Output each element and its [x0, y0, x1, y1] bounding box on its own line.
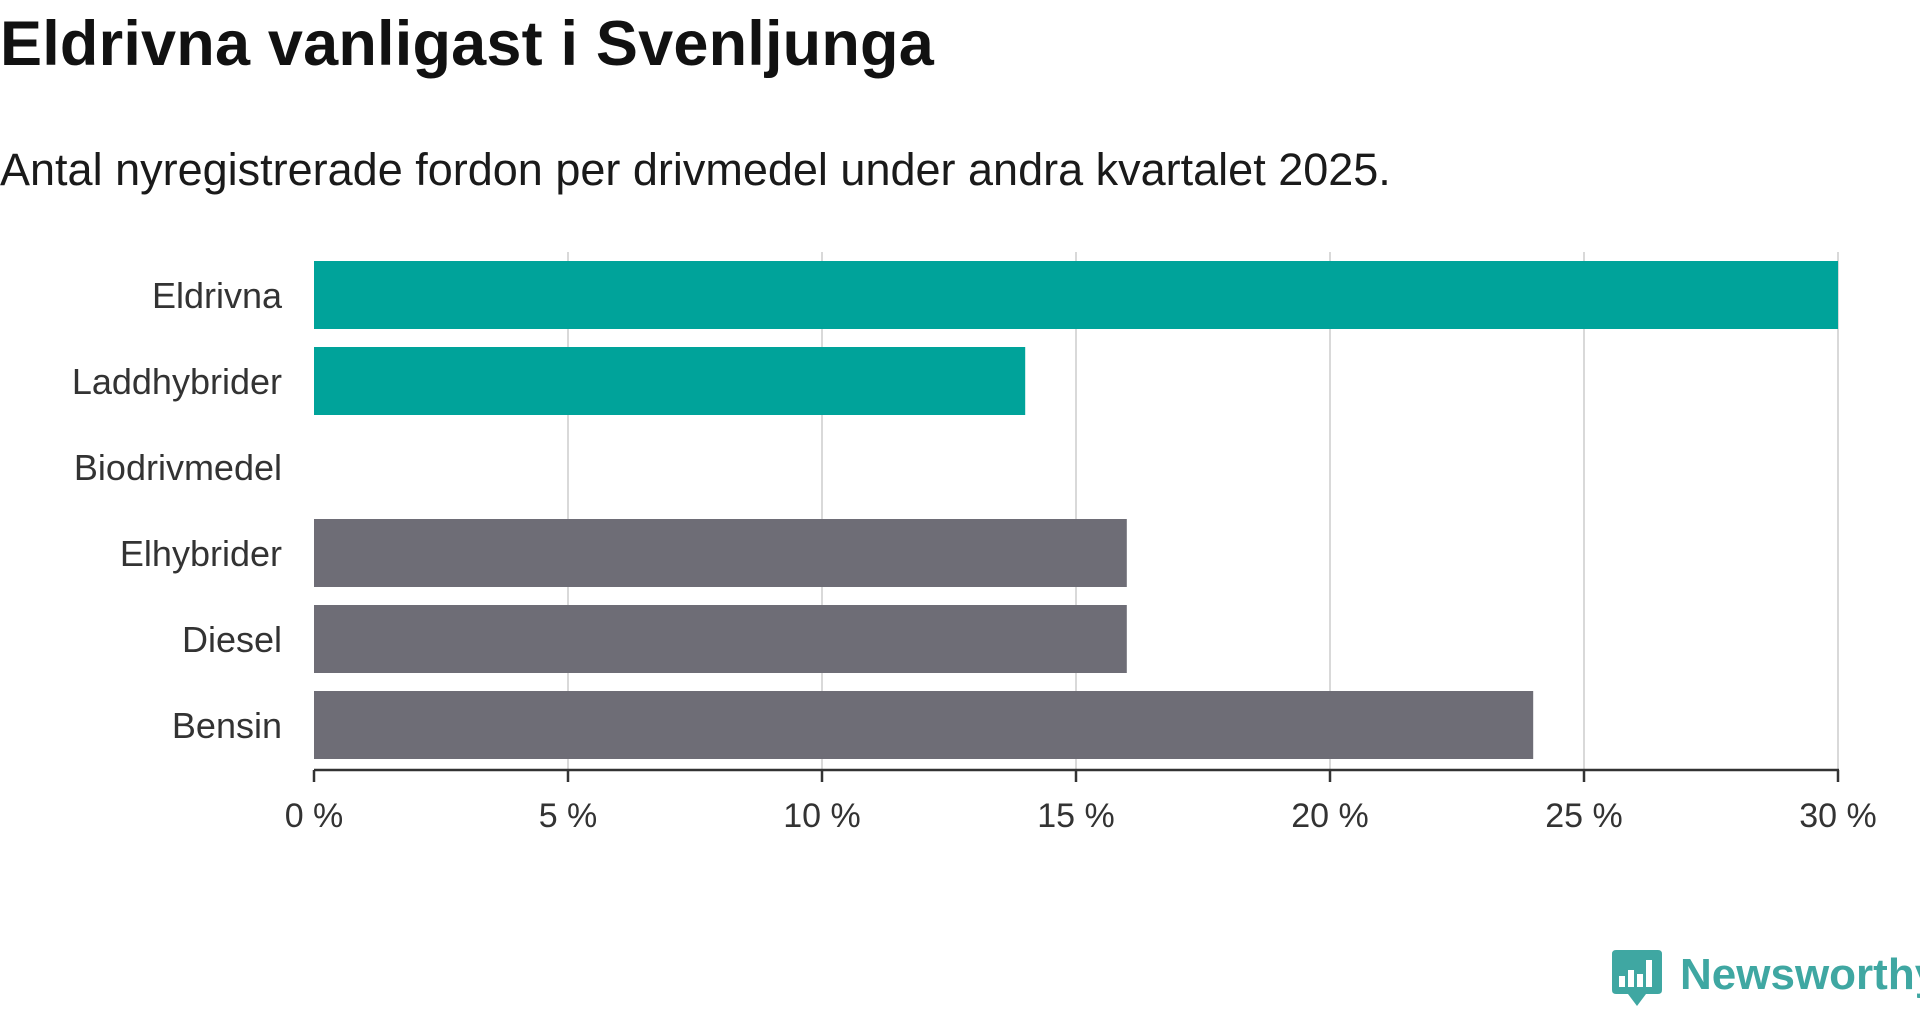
newsworthy-logo: Newsworthy: [1612, 948, 1920, 1010]
category-label: Eldrivna: [152, 275, 283, 316]
newsworthy-logo-icon: [1612, 950, 1662, 1006]
category-label: Bensin: [172, 705, 282, 746]
chart-subtitle: Antal nyregistrerade fordon per drivmede…: [0, 144, 1391, 195]
x-tick-label: 5 %: [539, 797, 598, 835]
bar-eldrivna: [314, 261, 1838, 329]
x-axis: 0 % 5 % 10 % 15 % 20 % 25 % 30 %: [285, 768, 1877, 835]
x-tick-label: 30 %: [1799, 797, 1877, 835]
x-tick-label: 15 %: [1037, 797, 1115, 835]
category-label: Diesel: [182, 619, 282, 660]
category-label: Biodrivmedel: [74, 447, 282, 488]
newsworthy-logo-text: Newsworthy: [1680, 950, 1920, 999]
x-tick-label: 25 %: [1545, 797, 1623, 835]
category-label: Elhybrider: [120, 533, 282, 574]
bars: [314, 261, 1838, 759]
bar-elhybrider: [314, 519, 1127, 587]
x-tick-label: 0 %: [285, 797, 344, 835]
bar-bensin: [314, 691, 1534, 759]
x-tick-label: 20 %: [1291, 797, 1369, 835]
chart-title: Eldrivna vanligast i Svenljunga: [0, 9, 934, 79]
category-label: Laddhybrider: [72, 361, 282, 402]
x-tick-label: 10 %: [783, 797, 861, 835]
bar-laddhybrider: [314, 347, 1026, 415]
bar-diesel: [314, 605, 1127, 673]
gridlines: [567, 252, 1839, 770]
category-labels: Eldrivna Laddhybrider Biodrivmedel Elhybrid…: [72, 275, 283, 746]
